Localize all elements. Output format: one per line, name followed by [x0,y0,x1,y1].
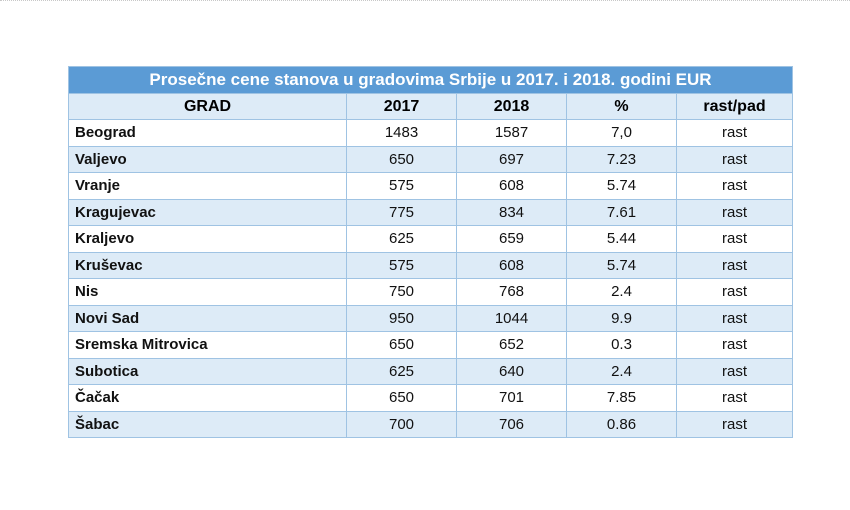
cell-2018: 1044 [456,304,567,332]
table-body: Beograd 1483 1587 7,0 rast Valjevo 650 697 7.23 r… [68,119,793,438]
cell-2017: 1483 [346,119,457,147]
cell-percent: 5.44 [566,225,677,253]
cell-trend: rast [676,145,793,173]
cell-2017: 575 [346,251,457,279]
table-row: Valjevo 650 697 7.23 rast [68,145,793,173]
top-dotted-rule [0,0,850,3]
cell-2017: 625 [346,225,457,253]
cell-percent: 5.74 [566,172,677,200]
cell-2018: 834 [456,198,567,226]
table-row: Vranje 575 608 5.74 rast [68,172,793,200]
cell-2017: 575 [346,172,457,200]
table-row: Sremska Mitrovica 650 652 0.3 rast [68,331,793,359]
header-2017: 2017 [346,92,457,120]
price-table: Prosečne cene stanova u gradovima Srbije… [68,66,793,438]
cell-2018: 640 [456,357,567,385]
table-row: Subotica 625 640 2.4 rast [68,357,793,385]
cell-city: Nis [68,278,347,306]
cell-city: Kraljevo [68,225,347,253]
header-trend: rast/pad [676,92,793,120]
cell-percent: 5.74 [566,251,677,279]
cell-2018: 608 [456,251,567,279]
table-title-row: Prosečne cene stanova u gradovima Srbije… [68,66,793,94]
table-title: Prosečne cene stanova u gradovima Srbije… [68,66,793,94]
table-row: Nis 750 768 2.4 rast [68,278,793,306]
cell-trend: rast [676,251,793,279]
cell-city: Kragujevac [68,198,347,226]
cell-city: Kruševac [68,251,347,279]
table-row: Čačak 650 701 7.85 rast [68,384,793,412]
table-row: Novi Sad 950 1044 9.9 rast [68,304,793,332]
cell-city: Beograd [68,119,347,147]
cell-percent: 7,0 [566,119,677,147]
cell-2017: 775 [346,198,457,226]
cell-trend: rast [676,198,793,226]
header-2018: 2018 [456,92,567,120]
cell-trend: rast [676,225,793,253]
cell-2018: 768 [456,278,567,306]
cell-2017: 700 [346,410,457,438]
cell-2018: 652 [456,331,567,359]
table-row: Šabac 700 706 0.86 rast [68,410,793,438]
table-header-row: GRAD 2017 2018 % rast/pad [68,92,793,120]
table-row: Beograd 1483 1587 7,0 rast [68,119,793,147]
cell-percent: 7.61 [566,198,677,226]
cell-percent: 2.4 [566,357,677,385]
cell-trend: rast [676,357,793,385]
cell-city: Valjevo [68,145,347,173]
cell-2018: 706 [456,410,567,438]
cell-2017: 650 [346,384,457,412]
cell-2017: 950 [346,304,457,332]
cell-trend: rast [676,304,793,332]
cell-city: Novi Sad [68,304,347,332]
cell-trend: rast [676,278,793,306]
cell-2018: 697 [456,145,567,173]
table-row: Kragujevac 775 834 7.61 rast [68,198,793,226]
cell-trend: rast [676,410,793,438]
cell-trend: rast [676,331,793,359]
cell-percent: 0.3 [566,331,677,359]
cell-percent: 7.23 [566,145,677,173]
header-percent: % [566,92,677,120]
cell-2018: 659 [456,225,567,253]
cell-2018: 701 [456,384,567,412]
cell-trend: rast [676,384,793,412]
cell-city: Subotica [68,357,347,385]
cell-2017: 750 [346,278,457,306]
cell-percent: 0.86 [566,410,677,438]
cell-trend: rast [676,172,793,200]
cell-percent: 9.9 [566,304,677,332]
cell-city: Čačak [68,384,347,412]
table-row: Kruševac 575 608 5.74 rast [68,251,793,279]
cell-2017: 650 [346,145,457,173]
cell-city: Sremska Mitrovica [68,331,347,359]
table-row: Kraljevo 625 659 5.44 rast [68,225,793,253]
cell-2018: 608 [456,172,567,200]
cell-2017: 625 [346,357,457,385]
cell-2017: 650 [346,331,457,359]
cell-trend: rast [676,119,793,147]
cell-2018: 1587 [456,119,567,147]
cell-percent: 7.85 [566,384,677,412]
cell-city: Vranje [68,172,347,200]
cell-city: Šabac [68,410,347,438]
cell-percent: 2.4 [566,278,677,306]
header-grad: GRAD [68,92,347,120]
